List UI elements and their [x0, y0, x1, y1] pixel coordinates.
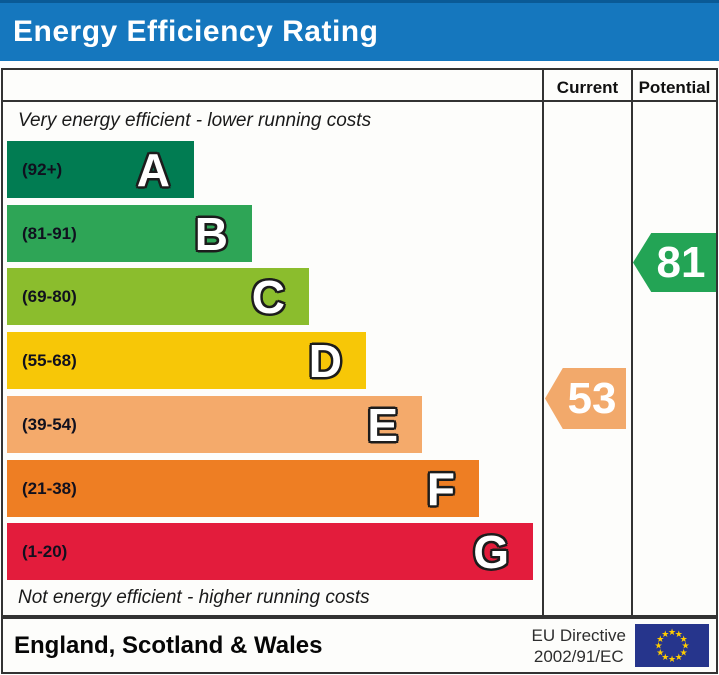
energy-rating-chart: Current Potential Very energy efficient … [1, 68, 718, 617]
eu-directive-line1: EU Directive [531, 626, 626, 645]
eu-flag-star: ★ [668, 627, 676, 637]
eu-flag-star: ★ [680, 634, 688, 644]
footer: England, Scotland & Wales EU Directive 2… [1, 617, 718, 674]
band-letter: A [136, 143, 170, 196]
rating-band-b: (81-91) B [7, 205, 252, 262]
eu-flag-star: ★ [680, 647, 688, 657]
page-title: Energy Efficiency Rating [13, 15, 379, 48]
band-range-label: (55-68) [22, 350, 77, 370]
top-caption: Very energy efficient - lower running co… [18, 110, 372, 131]
band-range-label: (1-20) [22, 541, 68, 561]
eu-flag-star: ★ [675, 629, 683, 639]
rating-band-a: (92+) A [7, 141, 194, 198]
eu-flag-star: ★ [656, 634, 664, 644]
band-range-label: (69-80) [22, 286, 77, 306]
band-letter: C [251, 270, 285, 323]
band-letter: E [367, 398, 398, 451]
band-letter: B [194, 207, 228, 260]
current-column-header: Current [556, 78, 619, 97]
rating-band-e: (39-54) E [7, 396, 422, 453]
band-range-label: (81-91) [22, 223, 77, 243]
band-letter: D [308, 334, 342, 387]
rating-band-c: (69-80) C [7, 268, 309, 325]
eu-flag-star: ★ [654, 641, 662, 651]
eu-directive-label: EU Directive 2002/91/EC [532, 625, 626, 667]
eu-flag-icon: ★★★★★★★★★★★★ [635, 624, 709, 667]
bottom-caption: Not energy efficient - higher running co… [18, 587, 370, 608]
region-label: England, Scotland & Wales [14, 632, 323, 659]
rating-band-f: (21-38) F [7, 460, 479, 517]
current-column-divider [542, 70, 544, 615]
potential-column-divider [631, 70, 633, 615]
eu-flag-star: ★ [661, 652, 669, 662]
rating-band-d: (55-68) D [7, 332, 366, 389]
eu-flag-star: ★ [656, 647, 664, 657]
current-rating-arrow: 53 [545, 368, 626, 429]
potential-column-header: Potential [638, 78, 711, 97]
band-letter: G [473, 525, 509, 578]
eu-flag-star: ★ [681, 641, 689, 651]
band-range-label: (39-54) [22, 414, 77, 434]
potential-rating-arrow: 81 [633, 233, 716, 292]
eu-flag-star: ★ [668, 654, 676, 664]
band-range-label: (21-38) [22, 478, 77, 498]
eu-directive-line2: 2002/91/EC [533, 647, 624, 666]
band-range-label: (92+) [22, 159, 63, 179]
band-letter: F [426, 462, 455, 515]
eu-flag-star: ★ [661, 629, 669, 639]
title-bar: Energy Efficiency Rating [0, 0, 719, 61]
rating-band-g: (1-20) G [7, 523, 533, 580]
eu-flag-star: ★ [675, 652, 683, 662]
current-rating-value: 53 [567, 373, 617, 423]
column-header-row [3, 70, 716, 102]
potential-rating-value: 81 [656, 237, 706, 287]
